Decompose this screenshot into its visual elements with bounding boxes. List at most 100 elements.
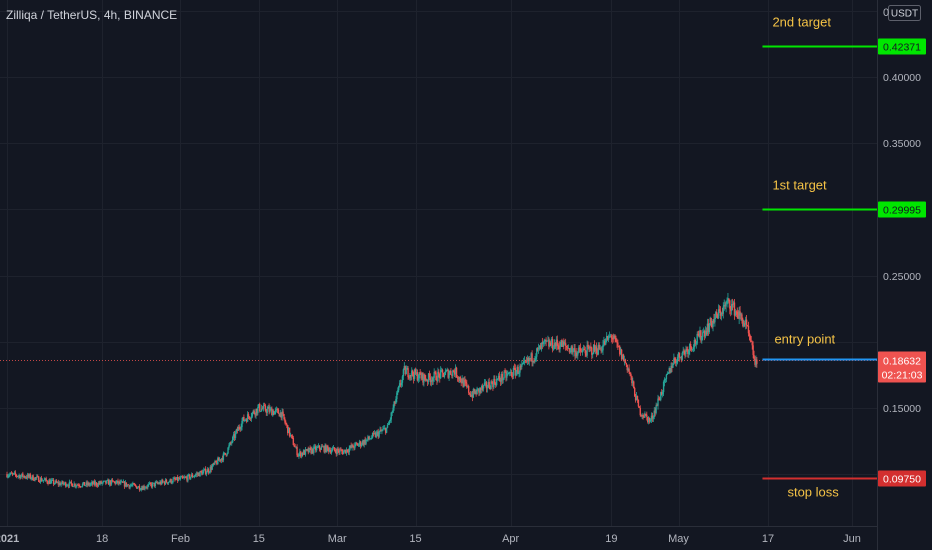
candle-body — [38, 481, 41, 483]
currency-badge[interactable]: USDT — [888, 5, 921, 21]
candle-body — [25, 477, 28, 479]
candle-body — [277, 409, 280, 414]
candle-body — [436, 380, 438, 382]
candle-body — [296, 446, 298, 456]
candle-body — [435, 372, 437, 381]
candle-body — [671, 365, 673, 368]
candle-body — [310, 448, 312, 454]
candle-body — [300, 451, 302, 457]
candle-body — [45, 478, 47, 481]
candle-body — [390, 412, 392, 420]
candle-body — [633, 381, 635, 388]
candle-body — [619, 346, 621, 355]
candle-body — [618, 346, 620, 347]
candle-body — [679, 357, 682, 358]
candle-body — [703, 331, 706, 337]
candle-body — [126, 484, 129, 487]
candle-body — [694, 339, 697, 344]
candle-body — [327, 445, 329, 449]
time-tick-label: 2021 — [0, 533, 19, 545]
candle-body — [242, 417, 244, 421]
time-axis[interactable]: 2021 18 Feb 15 Mar 15 Apr 19 May 17 Jun — [0, 533, 861, 545]
candle-body — [715, 312, 717, 318]
level-price-tag[interactable]: 0.09750 — [878, 470, 926, 487]
candle-body — [83, 482, 86, 486]
candle-body — [606, 336, 608, 339]
candle-body — [740, 314, 742, 316]
candle-body — [458, 376, 461, 380]
candle-body — [717, 309, 720, 319]
candle-body — [342, 451, 345, 455]
candle-body — [381, 430, 383, 432]
price-axis[interactable]: 0.423710.299950.186960.097500.400000.350… — [878, 38, 926, 487]
candle-body — [578, 347, 580, 353]
candle-body — [528, 358, 530, 362]
candle-body — [453, 371, 456, 375]
candle-body — [165, 479, 168, 483]
candle-body — [384, 427, 387, 433]
candle-body — [155, 481, 157, 483]
candle-body — [78, 485, 80, 486]
candle-body — [72, 486, 74, 488]
candle-body — [722, 306, 724, 314]
candle-body — [643, 416, 645, 418]
candle-body — [450, 370, 452, 375]
candle-body — [389, 419, 392, 422]
candle-body — [303, 450, 306, 455]
candle-body — [28, 474, 31, 477]
candle-body — [31, 475, 33, 479]
candle-body — [14, 472, 17, 475]
candle-body — [446, 369, 448, 371]
level-price-tag-box — [878, 38, 926, 55]
candle-body — [714, 317, 716, 323]
candle-body — [251, 412, 253, 417]
current-price-tag[interactable]: 0.18632 02:21:03 — [878, 351, 926, 383]
candle-body — [373, 433, 376, 434]
candle-body — [314, 446, 316, 448]
candle-body — [509, 372, 511, 374]
candle-body — [744, 319, 747, 325]
time-tick-label: Jun — [843, 533, 861, 545]
candle-body — [182, 477, 184, 479]
candle-body — [84, 485, 87, 487]
candle-body — [127, 484, 129, 486]
candles-layer — [6, 292, 758, 492]
candle-body — [431, 379, 433, 382]
candle-body — [687, 349, 689, 354]
level-price-tag[interactable]: 0.29995 — [878, 201, 926, 218]
candle-body — [301, 452, 304, 455]
candle-body — [63, 483, 65, 485]
candle-body — [168, 481, 170, 483]
candle-body — [100, 481, 102, 484]
candle-body — [276, 409, 279, 410]
candle-body — [601, 350, 603, 352]
candle-body — [388, 421, 391, 424]
candle-body — [235, 429, 238, 433]
candle-body — [462, 378, 464, 387]
candle-body — [345, 449, 348, 454]
candle-body — [440, 369, 443, 371]
price-tick-label: 0.25000 — [883, 271, 921, 283]
candle-body — [716, 312, 718, 315]
candle-body — [675, 362, 678, 364]
candle-body — [6, 474, 8, 478]
candle-body — [513, 367, 516, 369]
candle-body — [226, 453, 228, 456]
candle-body — [571, 346, 573, 353]
level-price-tag[interactable]: 0.42371 — [878, 38, 926, 55]
candle-body — [646, 414, 648, 417]
candle-body — [604, 341, 606, 345]
candle-body — [733, 302, 736, 316]
symbol-title: Zilliqa / TetherUS, 4h, BINANCE — [6, 8, 177, 22]
candle-body — [464, 380, 466, 382]
level-label: 1st target — [772, 178, 827, 193]
candle-body — [735, 311, 738, 313]
candle-body — [20, 475, 22, 479]
candle-body — [635, 395, 638, 401]
candle-body — [246, 414, 249, 422]
candle-body — [409, 374, 411, 378]
candle-body — [156, 481, 158, 484]
candle-body — [494, 378, 496, 384]
